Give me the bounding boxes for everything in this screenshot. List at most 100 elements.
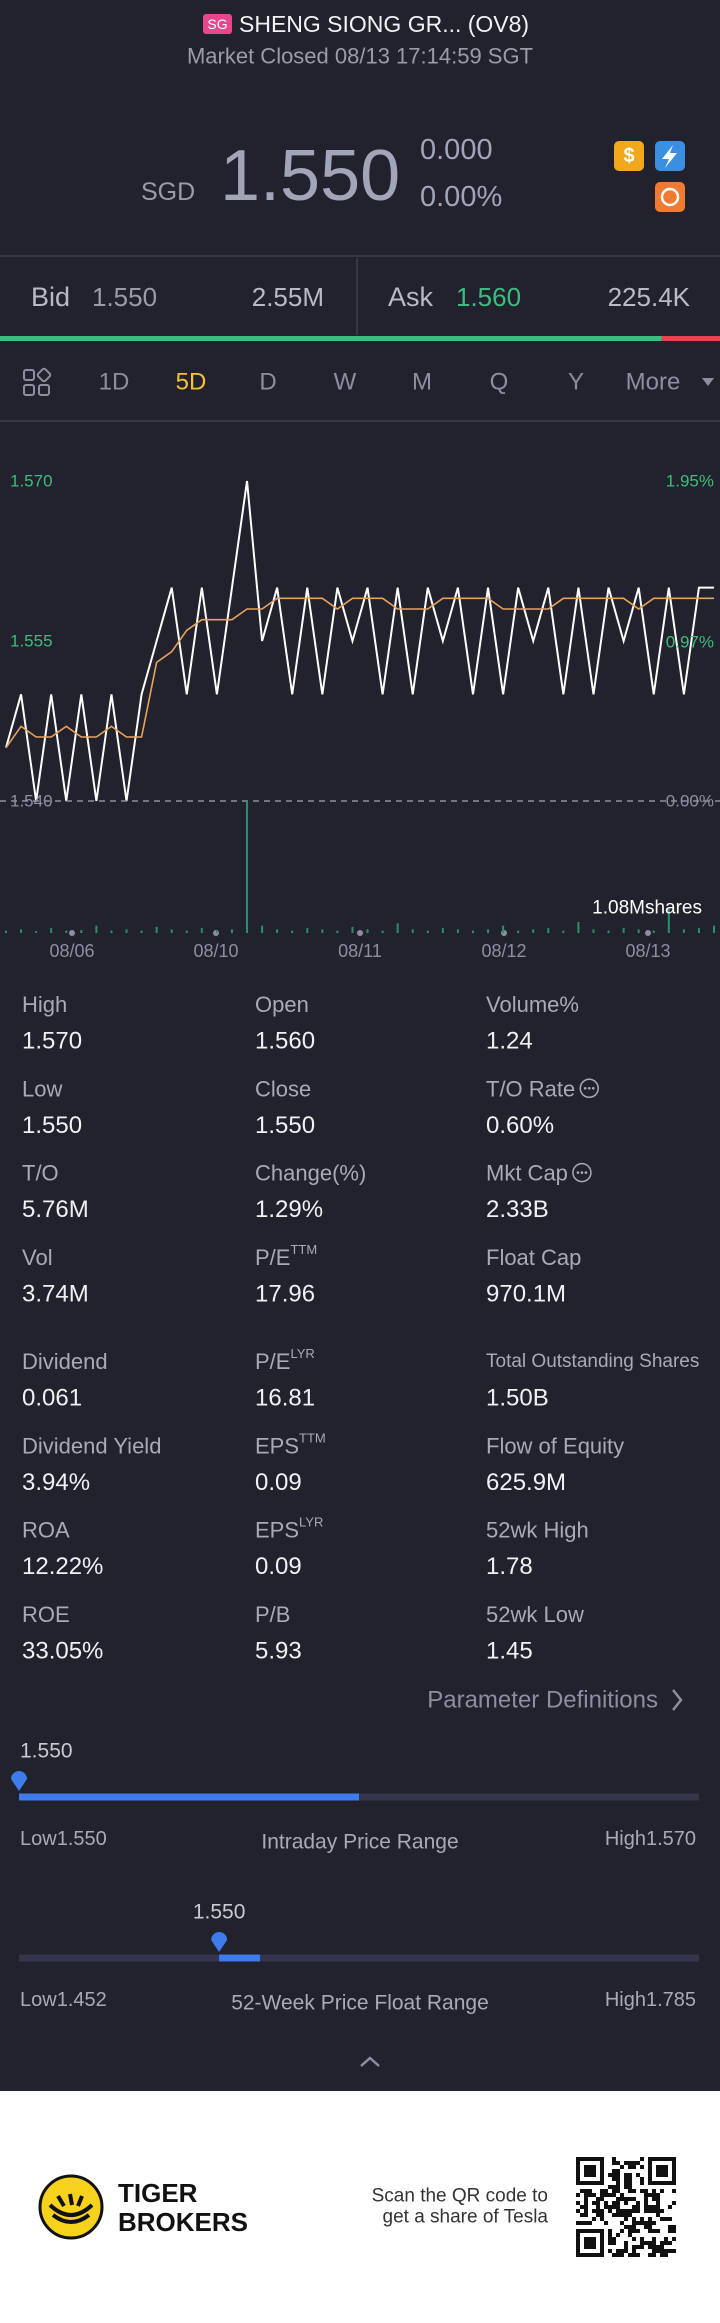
qr-module [648, 2253, 652, 2257]
layout-icon[interactable] [23, 367, 52, 396]
qr-module [604, 2205, 608, 2209]
stat-label-text: Total Outstanding Shares [486, 1351, 699, 1372]
volume-bar [170, 929, 173, 933]
period-tab[interactable]: Y [568, 369, 584, 396]
y-tick-label: 1.570 [10, 472, 53, 491]
qr-module [652, 2253, 656, 2257]
brand: BROKERS [118, 2207, 248, 2237]
period-tab[interactable]: 5D [176, 369, 207, 396]
qr-module [624, 2173, 628, 2177]
qr-module [620, 2213, 624, 2217]
info-icon[interactable] [572, 1162, 592, 1183]
qr-module [620, 2253, 624, 2257]
parameter-link[interactable]: Parameter Definitions [427, 1687, 658, 1714]
qr-module [660, 2249, 664, 2253]
qr-module [600, 2197, 604, 2201]
volume-bar [20, 929, 23, 933]
x-tick-label: 08/12 [481, 941, 526, 961]
period-tab[interactable]: D [259, 369, 276, 396]
period-tab[interactable]: More [626, 369, 681, 396]
price-line [5, 480, 714, 802]
dropdown-arrow [702, 378, 714, 386]
volume-bar [155, 926, 158, 933]
qr-module [596, 2201, 600, 2205]
qr-module [628, 2165, 632, 2169]
qr-module [664, 2241, 668, 2245]
qr-module [652, 2237, 656, 2241]
info-icon[interactable] [579, 1078, 599, 1099]
qr-module [628, 2213, 632, 2217]
stat-label-text: Change(%) [255, 1160, 366, 1185]
stat-label-text: ROE [22, 1601, 70, 1626]
stat-label: EPSLYR [255, 1514, 323, 1542]
range-marker [211, 1932, 228, 1952]
volume-bar [246, 801, 249, 933]
period-tab[interactable]: W [334, 369, 357, 396]
volume-bar [261, 925, 264, 933]
qr-module [596, 2197, 600, 2201]
volume-bar [607, 930, 610, 933]
qr-module [576, 2201, 580, 2205]
stat-value: 1.29% [255, 1196, 323, 1223]
ask-size: 225.4K [608, 282, 691, 312]
volume-bar [50, 928, 53, 933]
stat-value: 0.061 [22, 1385, 82, 1412]
qr-module [644, 2189, 648, 2193]
qr-module [592, 2209, 596, 2213]
period-tab[interactable]: Q [490, 369, 509, 396]
qr-module [640, 2221, 644, 2225]
qr-module [620, 2197, 624, 2201]
qr-module [632, 2245, 636, 2249]
qr-module [672, 2229, 676, 2233]
qr-module [612, 2173, 616, 2177]
qr-module [660, 2241, 664, 2245]
qr-module [624, 2201, 628, 2205]
range-high-label: High1.785 [605, 1989, 696, 2011]
volume-bar [622, 928, 625, 933]
volume-tick-label: 1.08Mshares [592, 898, 702, 919]
x-tick-label: 08/06 [49, 941, 94, 961]
promo: Scan the QR code to [372, 2186, 548, 2207]
logo [38, 2174, 104, 2240]
qr-module [628, 2177, 632, 2181]
stat-label: Open [255, 992, 309, 1017]
qr-module [620, 2209, 624, 2213]
qr-module [636, 2229, 640, 2233]
stat-label-text: EPS [255, 1433, 299, 1458]
qr-module [636, 2201, 640, 2205]
x-tick [69, 930, 75, 936]
qr-module [636, 2209, 640, 2213]
stat-label: Dividend [22, 1349, 108, 1374]
stat-label-text: Low [22, 1076, 62, 1101]
x-tick [357, 930, 363, 936]
qr-module [612, 2157, 616, 2161]
qr-module [660, 2217, 664, 2221]
qr-module [628, 2181, 632, 2185]
qr-module [588, 2193, 592, 2197]
qr-module [636, 2161, 640, 2165]
qr-module [640, 2237, 644, 2241]
qr-module [584, 2189, 588, 2193]
volume-bar [682, 929, 685, 933]
volume-bar [276, 929, 279, 933]
qr-module [620, 2165, 624, 2169]
period-tab[interactable]: 1D [99, 369, 130, 396]
qr-module [600, 2217, 604, 2221]
qr-module [616, 2213, 620, 2217]
stat-label-text: Dividend [22, 1349, 108, 1374]
collapse-chevron[interactable] [360, 2056, 380, 2067]
volume-bar [35, 931, 38, 933]
qr-finder [656, 2165, 668, 2177]
icon-dollar[interactable] [614, 141, 644, 171]
qr-module [608, 2237, 612, 2241]
period-tab[interactable]: M [412, 369, 432, 396]
icon-option[interactable] [655, 182, 685, 212]
y2-tick-label: 0.00% [666, 792, 714, 811]
icon-glyph [660, 187, 680, 207]
qr-module [632, 2229, 636, 2233]
qr-module [608, 2241, 612, 2245]
qr-module [596, 2213, 600, 2217]
volume-bar [502, 925, 505, 933]
qr-module [644, 2193, 648, 2197]
